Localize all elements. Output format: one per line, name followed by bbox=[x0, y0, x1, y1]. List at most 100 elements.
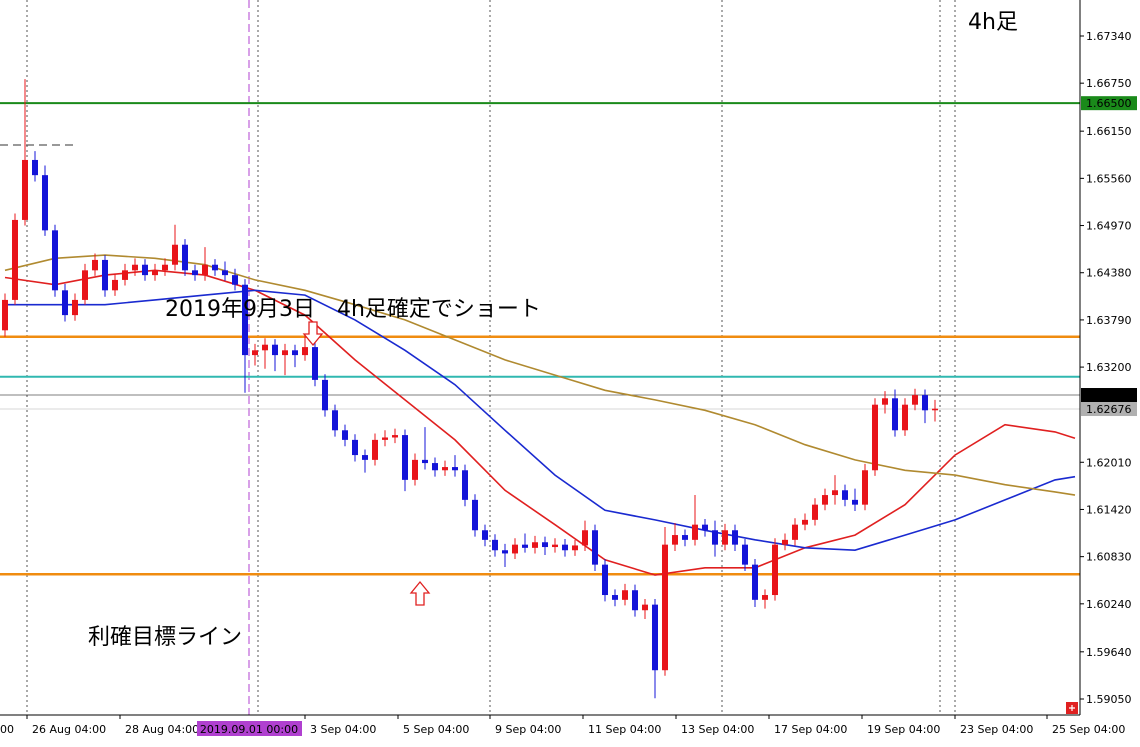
y-tick-label: 1.65560 bbox=[1086, 172, 1132, 185]
candle-body bbox=[592, 530, 598, 565]
entry-note: 2019年9月3日 4h足確定でショート bbox=[165, 297, 541, 322]
candle-body bbox=[652, 604, 658, 671]
candle-body bbox=[742, 544, 748, 565]
candle-body bbox=[642, 604, 648, 611]
candle-body bbox=[542, 542, 548, 548]
timeframe-note: 4h足 bbox=[968, 10, 1018, 35]
candle-body bbox=[802, 519, 808, 525]
candle-body bbox=[812, 504, 818, 520]
y-tick-label: 1.59640 bbox=[1086, 646, 1132, 659]
y-tick-label: 1.67340 bbox=[1086, 30, 1132, 43]
candle-body bbox=[362, 455, 368, 460]
candle-body bbox=[192, 270, 198, 276]
candle-body bbox=[532, 542, 538, 548]
moving-average bbox=[4, 269, 1076, 576]
moving-average bbox=[4, 254, 1076, 496]
candle-body bbox=[552, 544, 558, 548]
candle-body bbox=[602, 564, 608, 596]
candle-body bbox=[352, 439, 358, 456]
down-arrow bbox=[302, 321, 324, 347]
candle-body bbox=[312, 347, 318, 380]
price-level-tag bbox=[1081, 402, 1137, 417]
candle-body bbox=[722, 530, 728, 545]
candle-body bbox=[72, 299, 78, 316]
candle-body bbox=[382, 437, 388, 440]
candle-body bbox=[302, 347, 308, 356]
candle-body bbox=[462, 470, 468, 500]
x-tick-label: 26 Aug 04:00 bbox=[32, 723, 106, 736]
x-tick-label: 17 Sep 04:00 bbox=[774, 723, 847, 736]
candle-body bbox=[142, 264, 148, 276]
candle-body bbox=[782, 539, 788, 545]
candle-body bbox=[822, 495, 828, 505]
levels-layer bbox=[0, 102, 1080, 576]
y-tick-label: 1.66150 bbox=[1086, 125, 1132, 138]
candle-body bbox=[612, 595, 618, 600]
candle-body bbox=[772, 544, 778, 596]
candle-body bbox=[902, 404, 908, 431]
candle-body bbox=[892, 398, 898, 431]
candle-body bbox=[452, 467, 458, 471]
candle-body bbox=[32, 159, 38, 176]
candle-body bbox=[712, 530, 718, 545]
candle-body bbox=[492, 539, 498, 551]
candle-body bbox=[732, 530, 738, 545]
candle-body bbox=[132, 264, 138, 271]
candle-body bbox=[402, 435, 408, 480]
x-tick-label: 13 Sep 04:00 bbox=[681, 723, 754, 736]
candle-body bbox=[42, 175, 48, 231]
y-tick-label: 1.59050 bbox=[1086, 693, 1132, 706]
y-tick-label: 1.61420 bbox=[1086, 503, 1132, 516]
candle-body bbox=[442, 467, 448, 471]
x-tick-label: 3 Sep 04:00 bbox=[310, 723, 376, 736]
candle-body bbox=[262, 344, 268, 351]
candle-body bbox=[12, 219, 18, 300]
price-level-label: 1.66500 bbox=[1086, 97, 1132, 110]
candle-body bbox=[272, 344, 278, 356]
x-tick-label: 5 Sep 04:00 bbox=[403, 723, 469, 736]
candle-body bbox=[512, 544, 518, 554]
candle-body bbox=[242, 284, 248, 356]
candle-body bbox=[762, 595, 768, 600]
candle-body bbox=[752, 564, 758, 600]
y-tick-label: 1.66750 bbox=[1086, 77, 1132, 90]
candle-body bbox=[632, 590, 638, 611]
candle-body bbox=[122, 270, 128, 280]
x-tick-label: 19 Sep 04:00 bbox=[867, 723, 940, 736]
up-arrow bbox=[409, 580, 431, 606]
candle-body bbox=[832, 490, 838, 496]
y-tick-label: 1.60240 bbox=[1086, 598, 1132, 611]
candle-body bbox=[792, 524, 798, 540]
candle-body bbox=[22, 159, 28, 220]
candle-layer bbox=[2, 79, 938, 699]
candle-body bbox=[862, 470, 868, 505]
price-level-tag bbox=[1081, 96, 1137, 111]
price-level-label: 1.62851 bbox=[1086, 389, 1132, 402]
candle-body bbox=[502, 550, 508, 554]
candle-body bbox=[292, 350, 298, 356]
candle-body bbox=[692, 524, 698, 540]
candle-body bbox=[282, 350, 288, 356]
candle-body bbox=[412, 459, 418, 480]
candle-body bbox=[82, 270, 88, 300]
candle-body bbox=[582, 530, 588, 546]
candle-body bbox=[102, 259, 108, 291]
candle-body bbox=[232, 275, 238, 285]
candle-body bbox=[372, 439, 378, 460]
y-tick-label: 1.63790 bbox=[1086, 314, 1132, 327]
candle-body bbox=[342, 430, 348, 440]
candle-body bbox=[112, 279, 118, 291]
candle-body bbox=[842, 490, 848, 500]
candle-body bbox=[2, 299, 8, 331]
candle-body bbox=[932, 408, 938, 411]
candle-body bbox=[182, 244, 188, 271]
y-tick-label: 1.63200 bbox=[1086, 361, 1132, 374]
candle-body bbox=[622, 590, 628, 600]
candle-body bbox=[322, 379, 328, 411]
x-tick-label: 11 Sep 04:00 bbox=[588, 723, 661, 736]
y-tick-label: 1.62010 bbox=[1086, 456, 1132, 469]
axes-layer: 1.67340 1.66750 1.66150 1.65560 1.64970 1.643… bbox=[0, 30, 1137, 736]
y-tick-label: 1.60830 bbox=[1086, 551, 1132, 564]
candle-body bbox=[912, 395, 918, 405]
candle-body bbox=[252, 350, 258, 356]
